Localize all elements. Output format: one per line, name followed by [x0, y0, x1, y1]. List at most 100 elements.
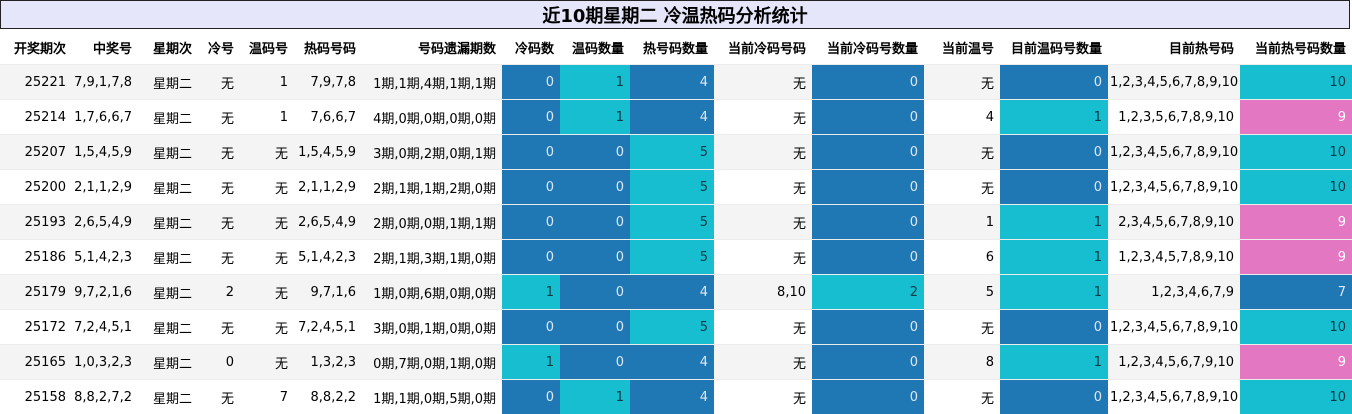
- cell-current-hot-numbers: 1,2,3,4,5,6,7,8,9,10: [1108, 170, 1240, 205]
- cell-weekday: 星期二: [138, 275, 198, 310]
- cell-hot-numbers: 2,1,1,2,9: [294, 170, 362, 205]
- cell-weekday: 星期二: [138, 65, 198, 100]
- cell-warm-number: 1: [240, 100, 294, 135]
- cell-missing-periods: 3期,0期,2期,0期,1期: [362, 135, 502, 170]
- cell-current-cold-numbers: 无: [714, 135, 812, 170]
- cell-hot-count: 5: [630, 310, 714, 345]
- cell-warm-number: 无: [240, 310, 294, 345]
- cell-hot-count: 5: [630, 240, 714, 275]
- cell-current-hot-count: 10: [1240, 65, 1352, 100]
- cell-hot-numbers: 2,6,5,4,9: [294, 205, 362, 240]
- cell-current-warm-count: 0: [1000, 170, 1108, 205]
- cell-hot-numbers: 9,7,1,6: [294, 275, 362, 310]
- cell-current-hot-count: 7: [1240, 275, 1352, 310]
- header-col-current-hot-count: 当前热号码数量: [1240, 30, 1352, 65]
- cell-warm-number: 无: [240, 170, 294, 205]
- cell-current-hot-numbers: 1,2,3,4,5,6,7,9,10: [1108, 345, 1240, 380]
- cell-missing-periods: 1期,1期,4期,1期,1期: [362, 65, 502, 100]
- cell-cold-count: 1: [502, 275, 560, 310]
- cell-cold-number: 无: [198, 100, 240, 135]
- cell-weekday: 星期二: [138, 380, 198, 414]
- cell-current-warm-count: 0: [1000, 380, 1108, 414]
- cell-cold-count: 0: [502, 310, 560, 345]
- cell-hot-count: 4: [630, 275, 714, 310]
- cell-cold-count: 0: [502, 240, 560, 275]
- cell-cold-count: 0: [502, 100, 560, 135]
- cell-current-warm: 无: [924, 170, 1000, 205]
- cell-current-hot-numbers: 2,3,4,5,6,7,8,9,10: [1108, 205, 1240, 240]
- cell-current-cold-numbers: 无: [714, 380, 812, 414]
- cell-hot-count: 5: [630, 135, 714, 170]
- cell-cold-number: 无: [198, 65, 240, 100]
- header-col-cold-count: 冷码数: [502, 30, 560, 65]
- cell-draw-period: 25193: [0, 205, 72, 240]
- cell-warm-number: 无: [240, 240, 294, 275]
- cell-hot-numbers: 7,9,7,8: [294, 65, 362, 100]
- cell-current-warm-count: 1: [1000, 275, 1108, 310]
- header-col-current-cold-numbers: 当前冷码号码: [714, 30, 812, 65]
- cell-current-hot-numbers: 1,2,3,4,5,6,7,8,9,10: [1108, 65, 1240, 100]
- cell-missing-periods: 3期,0期,1期,0期,0期: [362, 310, 502, 345]
- cell-draw-period: 25200: [0, 170, 72, 205]
- cell-missing-periods: 2期,1期,3期,1期,0期: [362, 240, 502, 275]
- cell-missing-periods: 4期,0期,0期,0期,0期: [362, 100, 502, 135]
- cell-hot-numbers: 1,3,2,3: [294, 345, 362, 380]
- cell-hot-count: 4: [630, 380, 714, 414]
- cell-winning-number: 2,6,5,4,9: [72, 205, 138, 240]
- header-col-draw-period: 开奖期次: [0, 30, 72, 65]
- stats-table: 开奖期次中奖号星期次冷号温码号热码号码号码遗漏期数冷码数温码数量热号码数量当前冷…: [0, 30, 1352, 414]
- header-col-current-warm: 当前温号: [924, 30, 1000, 65]
- header-col-missing-periods: 号码遗漏期数: [362, 30, 502, 65]
- cell-warm-count: 0: [560, 275, 630, 310]
- cell-current-warm-count: 0: [1000, 65, 1108, 100]
- cell-draw-period: 25172: [0, 310, 72, 345]
- cell-missing-periods: 0期,7期,0期,1期,0期: [362, 345, 502, 380]
- cell-current-hot-count: 9: [1240, 345, 1352, 380]
- cell-warm-count: 0: [560, 205, 630, 240]
- cell-weekday: 星期二: [138, 205, 198, 240]
- cell-cold-number: 无: [198, 170, 240, 205]
- cell-hot-count: 4: [630, 65, 714, 100]
- cell-current-cold-numbers: 无: [714, 205, 812, 240]
- cell-draw-period: 25158: [0, 380, 72, 414]
- header-col-hot-numbers: 热码号码: [294, 30, 362, 65]
- cell-current-cold-count: 0: [812, 205, 924, 240]
- cell-current-hot-count: 10: [1240, 170, 1352, 205]
- cell-draw-period: 25179: [0, 275, 72, 310]
- cell-current-hot-numbers: 1,2,3,4,6,7,9: [1108, 275, 1240, 310]
- cell-weekday: 星期二: [138, 310, 198, 345]
- cell-current-cold-count: 0: [812, 100, 924, 135]
- cell-winning-number: 7,2,4,5,1: [72, 310, 138, 345]
- page-title: 近10期星期二 冷温热码分析统计: [0, 0, 1350, 29]
- cell-cold-number: 0: [198, 345, 240, 380]
- cell-current-warm: 6: [924, 240, 1000, 275]
- cell-cold-number: 无: [198, 310, 240, 345]
- cell-current-warm: 无: [924, 310, 1000, 345]
- cell-cold-number: 无: [198, 380, 240, 414]
- cell-current-hot-numbers: 1,2,3,4,5,7,8,9,10: [1108, 240, 1240, 275]
- cell-cold-number: 无: [198, 205, 240, 240]
- cell-warm-count: 0: [560, 135, 630, 170]
- cell-draw-period: 25186: [0, 240, 72, 275]
- header-col-current-cold-count: 当前冷码号数量: [812, 30, 924, 65]
- header-col-winning-number: 中奖号: [72, 30, 138, 65]
- cell-warm-count: 0: [560, 345, 630, 380]
- cell-current-cold-numbers: 无: [714, 170, 812, 205]
- cell-cold-number: 无: [198, 240, 240, 275]
- cell-current-warm-count: 1: [1000, 345, 1108, 380]
- cell-warm-number: 无: [240, 275, 294, 310]
- cell-current-warm: 1: [924, 205, 1000, 240]
- cell-current-hot-count: 9: [1240, 100, 1352, 135]
- cell-current-hot-numbers: 1,2,3,4,5,6,7,8,9,10: [1108, 135, 1240, 170]
- cell-current-cold-numbers: 无: [714, 310, 812, 345]
- cell-current-warm-count: 1: [1000, 100, 1108, 135]
- cell-warm-number: 无: [240, 135, 294, 170]
- cell-weekday: 星期二: [138, 345, 198, 380]
- cell-current-cold-numbers: 无: [714, 65, 812, 100]
